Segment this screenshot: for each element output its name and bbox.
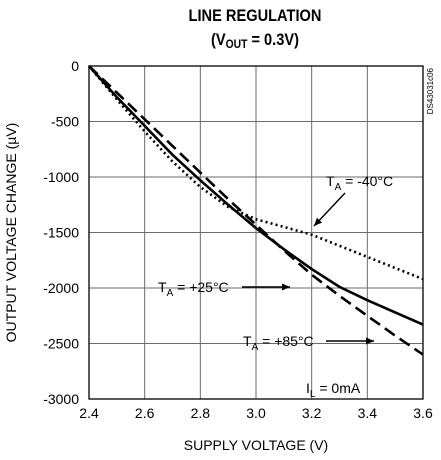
x-tick-label: 3.4 bbox=[358, 405, 378, 421]
x-axis-label: SUPPLY VOLTAGE (V) bbox=[184, 437, 328, 453]
condition-label-sub: L bbox=[310, 389, 316, 400]
x-tick-label: 2.6 bbox=[135, 405, 155, 421]
x-tick-label: 3.6 bbox=[413, 405, 433, 421]
series-arrow-2-head bbox=[282, 283, 290, 291]
y-tick-label: -2500 bbox=[43, 336, 79, 352]
x-tick-label: 3.0 bbox=[246, 405, 266, 421]
condition-label-base: I bbox=[306, 380, 310, 396]
series-label-1-rest: = -40°C bbox=[341, 173, 393, 189]
chart-title: LINE REGULATION bbox=[188, 6, 322, 25]
series-arrow-1-head bbox=[314, 217, 323, 226]
subtitle-sub: OUT bbox=[225, 37, 248, 51]
x-tick-label: 2.8 bbox=[191, 405, 211, 421]
subtitle-rest: = 0.3V) bbox=[247, 30, 300, 49]
y-tick-label: -500 bbox=[51, 114, 79, 130]
y-tick-label: 0 bbox=[71, 58, 79, 74]
series-line-1 bbox=[88, 65, 424, 281]
series-label-1-sub: A bbox=[335, 182, 342, 193]
series-label-3-rest: = +85°C bbox=[258, 333, 313, 349]
y-tick-label: -3000 bbox=[43, 391, 79, 407]
series-label-3: TA = +85°C bbox=[243, 333, 314, 353]
chart-subtitle: (VOUT = 0.3V) bbox=[111, 30, 398, 54]
series-label-2-sub: A bbox=[167, 288, 174, 299]
y-axis-label: OUTPUT VOLTAGE CHANGE (µV) bbox=[3, 123, 19, 343]
series-label-2-base: T bbox=[158, 279, 167, 295]
series-line-3 bbox=[88, 65, 424, 356]
series-arrow-3-head bbox=[366, 337, 374, 345]
series-label-3-sub: A bbox=[252, 342, 259, 353]
series-label-2: TA = +25°C bbox=[158, 279, 229, 299]
condition-label-rest: = 0mA bbox=[315, 380, 360, 396]
condition-label: IL = 0mA bbox=[306, 380, 361, 400]
y-tick-label: -1000 bbox=[43, 169, 79, 185]
series-line-2 bbox=[88, 65, 424, 326]
x-tick-label: 3.2 bbox=[302, 405, 322, 421]
series-label-1-base: T bbox=[326, 173, 335, 189]
y-tick-label: -2000 bbox=[43, 280, 79, 296]
series-label-1: TA = -40°C bbox=[326, 173, 393, 193]
series-label-2-rest: = +25°C bbox=[173, 279, 228, 295]
plot-frame bbox=[88, 65, 424, 400]
series-label-3-base: T bbox=[243, 333, 252, 349]
x-tick-label: 2.4 bbox=[79, 405, 99, 421]
figure-code: DS43031c06 bbox=[426, 67, 435, 114]
subtitle-open: (V bbox=[210, 30, 226, 49]
y-tick-label: -1500 bbox=[43, 225, 79, 241]
